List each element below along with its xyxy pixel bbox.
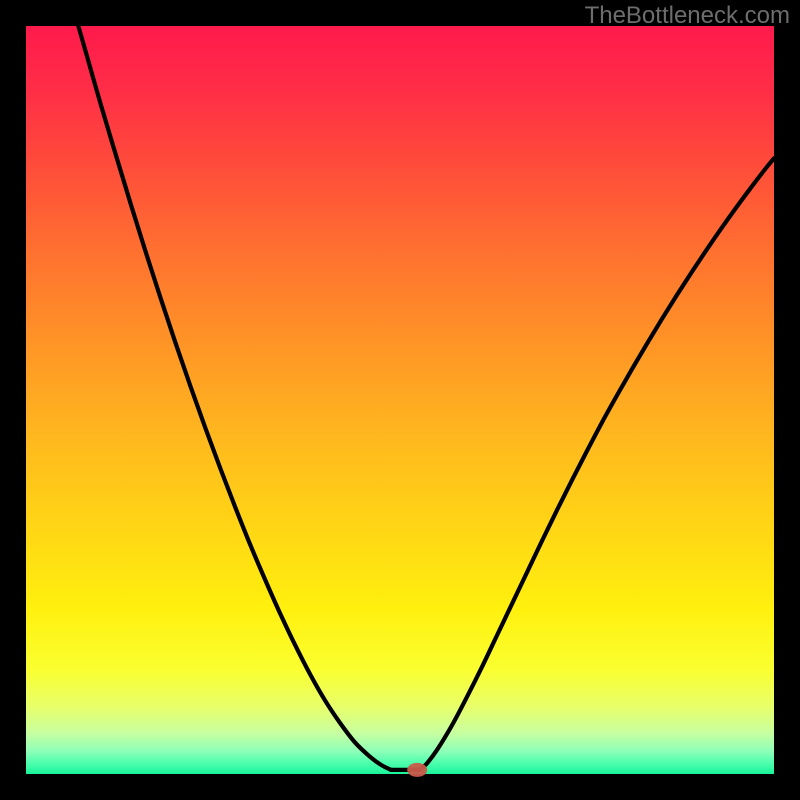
- optimal-point-marker: [407, 763, 427, 777]
- bottleneck-chart: [0, 0, 800, 800]
- chart-stage: TheBottleneck.com: [0, 0, 800, 800]
- gradient-background: [26, 26, 774, 774]
- watermark-text: TheBottleneck.com: [585, 2, 790, 30]
